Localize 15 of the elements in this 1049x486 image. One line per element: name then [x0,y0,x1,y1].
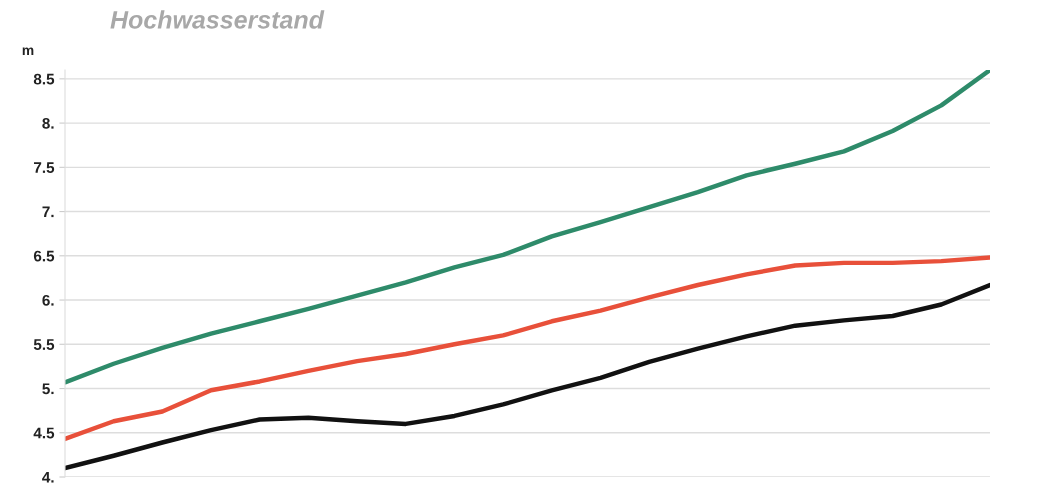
line-series [65,282,990,471]
y-tick-label: 4.5 [33,427,55,439]
y-tick-label: 8. [42,117,54,129]
y-tick-label: 6. [42,294,54,306]
chart-title: Hochwasserstand [110,10,325,29]
y-tick-label: 6.5 [33,250,55,262]
y-tick-label: 5.5 [33,339,55,350]
y-tick-label: 7.5 [34,162,55,174]
y-axis-title: m [22,47,34,55]
y-tick-label: 7. [42,206,54,218]
y-tick-label: 8.5 [33,73,55,85]
y-tick-label: 5. [42,383,54,395]
line-series [65,255,990,442]
y-tick-label: 4. [42,472,54,483]
line-series [65,70,990,385]
